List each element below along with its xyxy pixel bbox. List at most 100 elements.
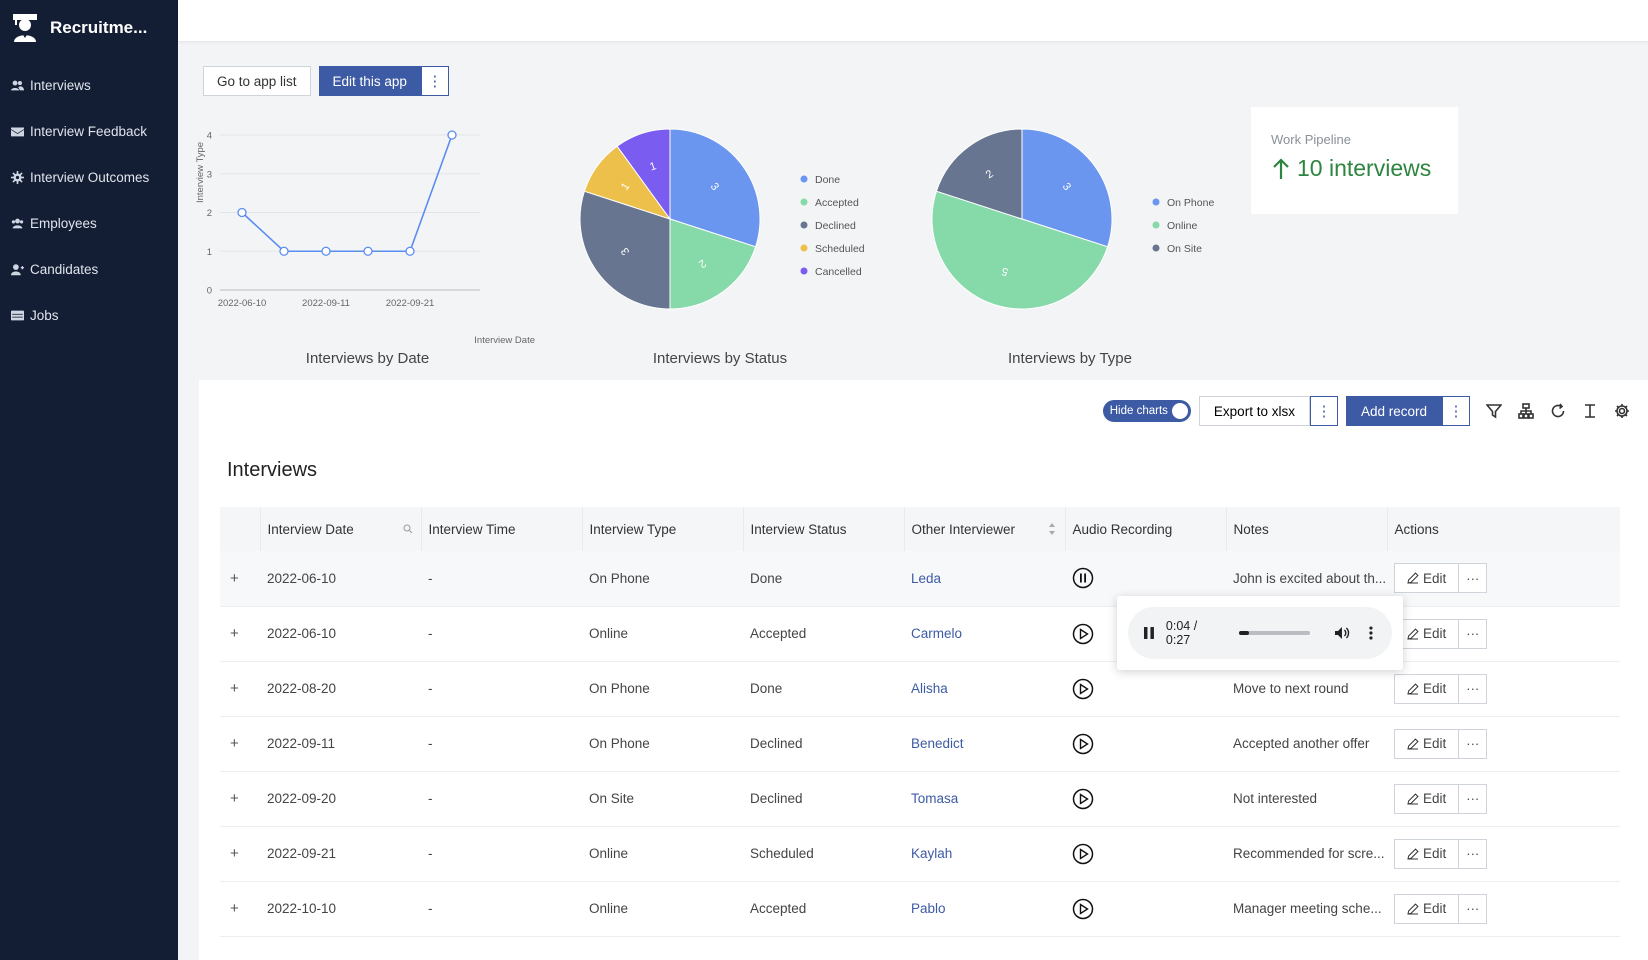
pencil-icon: [1407, 902, 1419, 915]
legend-label[interactable]: Online: [1167, 220, 1198, 232]
pie-slice[interactable]: [931, 190, 1109, 310]
go-to-app-list-button[interactable]: Go to app list: [203, 66, 311, 96]
expand-row-button[interactable]: +: [230, 845, 239, 862]
row-more-button[interactable]: ···: [1459, 728, 1488, 759]
row-more-button[interactable]: ···: [1459, 838, 1488, 869]
play-circle-icon[interactable]: [1072, 623, 1094, 645]
expand-row-button[interactable]: +: [230, 625, 239, 642]
data-point[interactable]: [405, 246, 415, 256]
sidebar-item-interview-feedback[interactable]: Interview Feedback: [0, 108, 178, 154]
play-circle-icon[interactable]: [1072, 733, 1094, 755]
header-interview-status[interactable]: Interview Status: [742, 507, 904, 551]
legend-label[interactable]: On Site: [1167, 243, 1202, 255]
add-record-button[interactable]: Add record: [1345, 396, 1442, 426]
table-row[interactable]: +2022-09-21 - Online Scheduled Kaylah Recomme…: [220, 826, 1620, 881]
export-more-button[interactable]: ⋮: [1309, 396, 1338, 426]
sidebar-item-interviews[interactable]: Interviews: [0, 62, 178, 108]
expand-row-button[interactable]: +: [230, 900, 239, 917]
pause-icon[interactable]: [1142, 626, 1156, 640]
header-notes[interactable]: Notes: [1225, 507, 1387, 551]
table-row[interactable]: +2022-10-10 - Online Accepted Pablo Manager m…: [220, 881, 1620, 936]
edit-button[interactable]: Edit: [1394, 618, 1460, 649]
text-height-button[interactable]: [1574, 396, 1606, 426]
header-interview-time[interactable]: Interview Time: [420, 507, 582, 551]
expand-row-button[interactable]: +: [230, 735, 239, 752]
edit-button[interactable]: Edit: [1394, 783, 1460, 814]
table-row[interactable]: +2022-06-10-OnlineAcceptedCarmeloonEdit·…: [220, 606, 1620, 661]
sidebar-item-jobs[interactable]: Jobs: [0, 292, 178, 338]
data-point[interactable]: [237, 207, 247, 218]
cell-interview-type: On Phone: [589, 681, 650, 696]
sidebar-item-employees[interactable]: Employees: [0, 200, 178, 246]
play-circle-icon[interactable]: [1072, 788, 1094, 810]
interviewer-link[interactable]: Tomasa: [911, 791, 959, 806]
expand-row-button[interactable]: +: [230, 790, 239, 807]
legend-label[interactable]: Scheduled: [815, 243, 865, 255]
edit-button[interactable]: Edit: [1394, 838, 1460, 869]
settings-button[interactable]: [1606, 396, 1638, 426]
search-icon[interactable]: [403, 522, 413, 536]
table-row[interactable]: +2022-09-20 - On Site Declined Tomasa Not int…: [220, 771, 1620, 826]
interviewer-link[interactable]: Benedict: [911, 736, 964, 751]
refresh-icon: [1551, 403, 1565, 418]
interviewer-link[interactable]: Leda: [911, 570, 942, 586]
pie-slice[interactable]: [616, 128, 671, 221]
data-point[interactable]: [447, 130, 457, 140]
sidebar-item-candidates[interactable]: Candidates: [0, 246, 178, 292]
app-more-button[interactable]: ⋮: [420, 66, 449, 96]
edit-this-app-button[interactable]: Edit this app: [318, 66, 421, 96]
legend-label[interactable]: Cancelled: [815, 266, 862, 278]
data-point[interactable]: [321, 246, 331, 256]
row-more-button[interactable]: ···: [1459, 563, 1488, 594]
cell-actions: Edit ···: [1387, 661, 1620, 716]
hierarchy-button[interactable]: [1510, 396, 1542, 426]
row-more-button[interactable]: ···: [1459, 783, 1488, 814]
expand-row-button[interactable]: +: [230, 569, 239, 587]
interviewer-link[interactable]: Alisha: [911, 681, 948, 696]
sort-icon[interactable]: [1047, 522, 1057, 536]
brand[interactable]: Recruitme...: [0, 0, 178, 56]
interviewer-link[interactable]: Pablo: [911, 901, 946, 916]
edit-button[interactable]: Edit: [1394, 673, 1460, 704]
edit-button[interactable]: Edit: [1394, 728, 1460, 759]
edit-button[interactable]: Edit: [1394, 563, 1460, 594]
audio-progress-bar[interactable]: [1238, 631, 1311, 635]
expand-row-button[interactable]: +: [230, 680, 239, 697]
row-more-button[interactable]: ···: [1459, 893, 1488, 924]
export-xlsx-button[interactable]: Export to xlsx: [1198, 396, 1310, 426]
hide-charts-toggle[interactable]: Hide charts: [1102, 400, 1191, 422]
legend-label[interactable]: Declined: [815, 220, 856, 232]
legend-label[interactable]: Done: [815, 174, 840, 186]
data-point[interactable]: [363, 246, 373, 256]
header-interview-date[interactable]: Interview Date: [259, 507, 421, 551]
row-more-button[interactable]: ···: [1459, 673, 1488, 704]
play-circle-icon[interactable]: [1072, 678, 1094, 700]
row-more-button[interactable]: ···: [1459, 618, 1488, 649]
play-circle-icon[interactable]: [1072, 843, 1094, 865]
header-audio-recording[interactable]: Audio Recording: [1064, 507, 1226, 551]
header-interview-type[interactable]: Interview Type: [581, 507, 743, 551]
interviewer-link[interactable]: Kaylah: [911, 846, 953, 861]
pie-slice[interactable]: [1021, 128, 1113, 248]
interviewer-link[interactable]: Carmelo: [911, 626, 963, 641]
more-vertical-icon[interactable]: [1364, 625, 1378, 641]
legend-label[interactable]: Accepted: [815, 197, 859, 209]
pie-slice[interactable]: [579, 190, 671, 310]
pie-slice[interactable]: [935, 128, 1023, 220]
legend-label[interactable]: On Phone: [1167, 197, 1214, 209]
table-row[interactable]: +2022-08-20- On Phone Done Alisha Move to ne…: [220, 661, 1620, 716]
table-row[interactable]: +2022-06-10- On Phone Done Leda John is exci…: [220, 551, 1620, 606]
pie-slice[interactable]: [669, 218, 757, 310]
pie-slice[interactable]: [669, 128, 761, 248]
play-circle-icon[interactable]: [1072, 898, 1094, 920]
sidebar-item-interview-outcomes[interactable]: Interview Outcomes: [0, 154, 178, 200]
data-point[interactable]: [279, 246, 289, 256]
pause-circle-icon[interactable]: [1072, 567, 1094, 589]
refresh-button[interactable]: [1542, 396, 1574, 426]
header-other-interviewer[interactable]: Other Interviewer: [903, 507, 1065, 551]
edit-button[interactable]: Edit: [1394, 893, 1460, 924]
add-record-more-button[interactable]: ⋮: [1442, 396, 1470, 426]
table-row[interactable]: +2022-09-11 - On Phone Declined Benedict Acce…: [220, 716, 1620, 771]
filter-button[interactable]: [1478, 396, 1510, 426]
volume-icon[interactable]: [1334, 625, 1350, 641]
